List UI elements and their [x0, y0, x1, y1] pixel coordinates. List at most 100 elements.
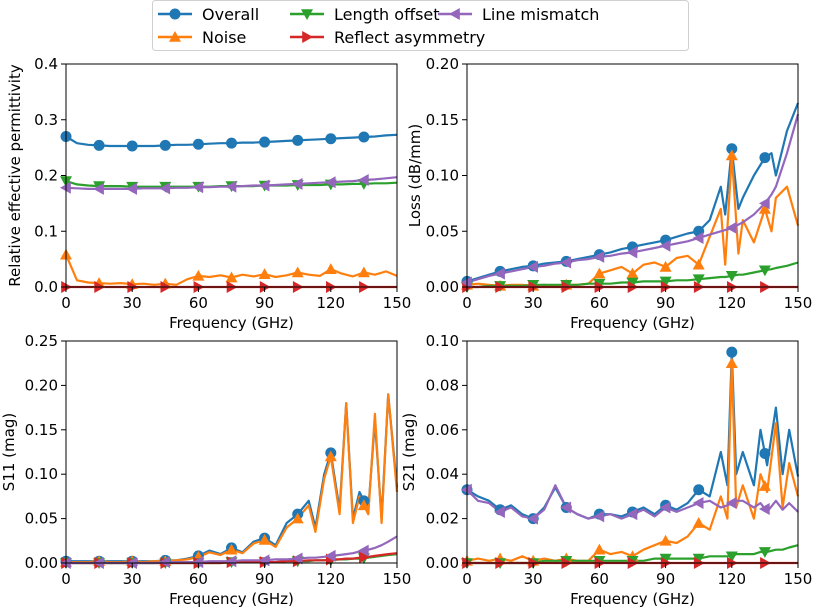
axes-frame — [65, 340, 398, 564]
y-tick-label: 0.00 — [426, 554, 459, 572]
legend-marker — [302, 31, 313, 43]
data-point-noise — [258, 533, 271, 545]
data-point-line-mismatch — [324, 176, 336, 189]
data-point-overall — [358, 131, 370, 143]
x-tick-label: 30 — [123, 570, 142, 588]
legend-label: Length offset — [334, 5, 440, 24]
x-tick-label: 30 — [524, 294, 543, 312]
y-tick-label: 0.15 — [25, 421, 58, 439]
data-point-line-mismatch — [357, 544, 369, 557]
data-point-noise — [659, 534, 672, 546]
data-point-line-mismatch — [93, 182, 104, 195]
data-point-reflect-asymmetry — [359, 551, 370, 564]
data-point-line-mismatch — [126, 182, 137, 195]
data-point-noise — [692, 258, 705, 270]
data-point-line-mismatch — [324, 549, 336, 562]
data-point-line-mismatch — [494, 267, 505, 280]
data-point-overall — [159, 139, 171, 151]
data-point-overall — [759, 152, 771, 164]
data-point-line-mismatch — [461, 483, 472, 496]
x-tick-label: 90 — [255, 570, 274, 588]
data-point-line-mismatch — [159, 556, 171, 569]
x-tick-label: 30 — [123, 294, 142, 312]
data-point-line-mismatch — [192, 181, 204, 194]
y-tick-label: 0.3 — [34, 111, 58, 129]
data-point-line-mismatch — [725, 221, 737, 234]
data-point-line-mismatch — [291, 177, 303, 190]
x-tick-label: 150 — [784, 294, 813, 312]
data-point-line-mismatch — [626, 246, 638, 259]
y-tick-label: 0.1 — [34, 222, 58, 240]
y-axis-label: S21 (mag) — [400, 413, 418, 491]
data-point-overall — [259, 136, 271, 148]
data-point-noise — [357, 266, 370, 278]
legend-item-length-offset: Length offset — [290, 5, 440, 24]
data-point-line-mismatch — [291, 552, 303, 565]
x-tick-label: 120 — [316, 294, 345, 312]
x-tick-label: 120 — [717, 294, 746, 312]
data-point-line-mismatch — [659, 239, 671, 252]
y-tick-label: 0.2 — [34, 167, 58, 185]
data-point-line-mismatch — [692, 231, 704, 244]
y-axis-label: Loss (dB/mm) — [406, 124, 424, 227]
y-tick-label: 0.05 — [25, 510, 58, 528]
legend-item-overall: Overall — [158, 5, 259, 24]
axes-frame — [65, 63, 398, 288]
series-line-overall — [466, 102, 800, 283]
legend-marker — [169, 8, 181, 20]
data-point-line-mismatch — [461, 276, 472, 289]
x-tick-label: 150 — [383, 294, 412, 312]
data-point-length-offset — [692, 274, 705, 286]
data-point-noise — [758, 202, 771, 214]
legend-frame — [152, 0, 689, 51]
legend-marker — [169, 31, 181, 42]
data-point-line-mismatch — [225, 555, 237, 568]
x-tick-label: 90 — [656, 570, 675, 588]
data-point-noise — [626, 267, 639, 279]
data-point-length-offset — [659, 553, 672, 565]
x-tick-label: 90 — [656, 294, 675, 312]
data-point-line-mismatch — [560, 501, 572, 514]
data-point-line-mismatch — [527, 512, 538, 525]
data-point-overall — [93, 139, 105, 151]
y-tick-label: 0.15 — [426, 111, 459, 129]
data-point-noise — [659, 260, 672, 272]
data-point-line-mismatch — [258, 179, 270, 192]
data-point-line-mismatch — [192, 556, 204, 569]
data-point-line-mismatch — [159, 182, 171, 195]
x-tick-label: 60 — [189, 570, 208, 588]
data-point-line-mismatch — [357, 173, 369, 186]
series-line-noise — [466, 154, 800, 287]
y-axis-label: S11 (mag) — [0, 413, 18, 491]
chart-s21: 0 30 60 90 120 150 0.00 0.02 0.04 0.06 0.08 0.10 Fre… — [400, 332, 812, 608]
legend-marker — [301, 9, 313, 20]
data-point-overall — [325, 133, 337, 145]
y-tick-label: 0.05 — [426, 222, 459, 240]
chart-permittivity: 0 30 60 90 120 150 0.0 0.1 0.2 0.3 0.4 Frequency (G… — [6, 55, 411, 332]
x-tick-label: 30 — [524, 570, 543, 588]
data-point-length-offset — [725, 551, 738, 563]
x-tick-label: 120 — [316, 570, 345, 588]
data-point-length-offset — [758, 547, 771, 558]
x-axis-label: Frequency (GHz) — [570, 590, 695, 608]
x-tick-label: 0 — [61, 570, 71, 588]
y-tick-label: 0.00 — [25, 554, 58, 572]
data-point-line-mismatch — [593, 250, 605, 263]
y-tick-label: 0.06 — [426, 421, 459, 439]
legend-label: Line mismatch — [482, 5, 599, 24]
plot-area — [461, 346, 800, 569]
data-point-overall — [226, 137, 237, 149]
x-tick-label: 0 — [462, 570, 472, 588]
y-tick-label: 0.10 — [426, 332, 459, 350]
data-point-noise — [291, 512, 304, 524]
data-point-noise — [692, 517, 705, 528]
data-point-noise — [725, 149, 738, 161]
data-point-overall — [192, 138, 204, 150]
legend-item-line-mismatch: Line mismatch — [438, 5, 599, 24]
plot-area — [60, 130, 398, 293]
data-point-length-offset — [626, 277, 639, 289]
legend-item-noise: Noise — [158, 28, 246, 47]
data-point-overall — [292, 134, 304, 146]
chart-panels: 0 30 60 90 120 150 0.0 0.1 0.2 0.3 0.4 Frequency (G… — [0, 55, 812, 608]
